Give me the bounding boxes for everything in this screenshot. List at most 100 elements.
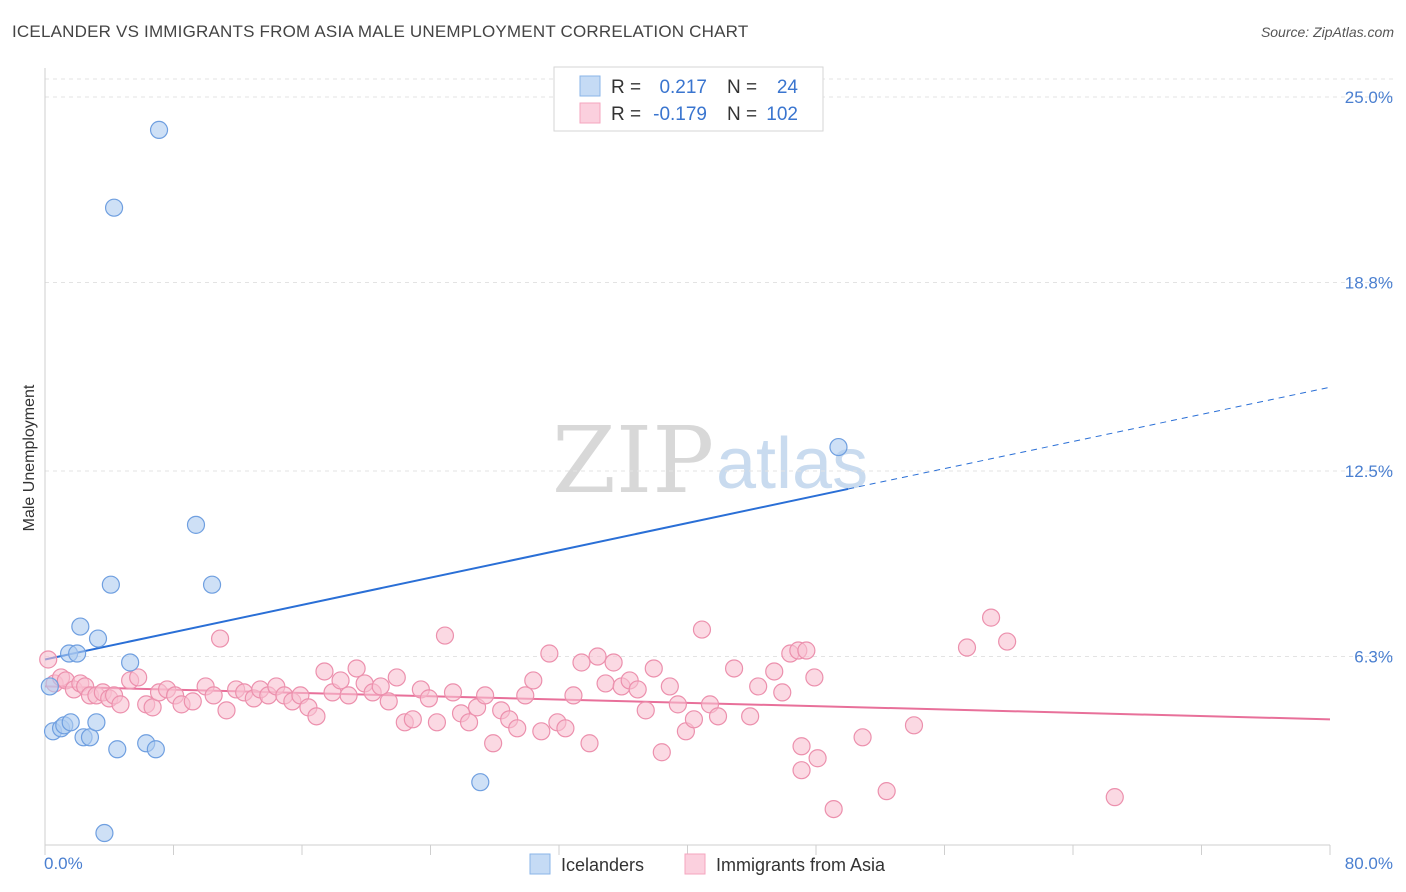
data-point-immigrants (484, 734, 503, 753)
legend-swatch-icelanders (579, 75, 601, 97)
data-point-immigrants (588, 647, 607, 666)
data-point-immigrants (508, 719, 527, 738)
data-point-immigrants (516, 686, 535, 705)
data-point-immigrants (749, 677, 768, 696)
data-point-immigrants (572, 653, 591, 672)
data-point-icelanders (146, 740, 165, 759)
bottom-legend-swatch-icelanders (529, 853, 551, 875)
data-point-immigrants (1105, 788, 1124, 807)
data-point-icelanders (68, 644, 87, 663)
data-point-immigrants (741, 707, 760, 726)
correlation-legend: R = 0.217 N = 24 R = -0.179 N = 102 (553, 66, 824, 132)
x-tick-label-min: 0.0% (44, 854, 83, 873)
legend-r-value-icelanders: 0.217 (659, 77, 707, 98)
bottom-legend-swatch-immigrants (684, 853, 706, 875)
data-point-immigrants (443, 683, 463, 702)
data-point-immigrants (403, 710, 422, 729)
data-point-immigrants (596, 674, 615, 693)
data-point-icelanders (149, 120, 169, 140)
legend-swatch-immigrants (579, 102, 601, 124)
trend-line-icelanders (44, 487, 849, 661)
y-tick-label: 6.3% (1354, 648, 1393, 667)
data-point-immigrants (143, 698, 162, 717)
data-point-immigrants (556, 719, 575, 738)
data-point-immigrants (684, 710, 704, 729)
y-axis-title: Male Unemployment (21, 384, 38, 531)
data-point-icelanders (108, 740, 127, 759)
data-point-immigrants (652, 743, 671, 762)
data-point-immigrants (628, 680, 647, 699)
data-point-immigrants (708, 707, 728, 726)
data-point-immigrants (204, 686, 223, 705)
y-tick-label: 25.0% (1345, 88, 1393, 107)
data-point-immigrants (111, 695, 130, 714)
data-point-immigrants (129, 668, 148, 687)
data-point-immigrants (604, 653, 623, 672)
data-point-immigrants (564, 686, 583, 705)
data-point-immigrants (339, 686, 358, 705)
data-point-immigrants (904, 716, 924, 735)
data-point-icelanders (61, 713, 80, 732)
data-point-icelanders (71, 617, 90, 636)
data-point-immigrants (540, 644, 559, 663)
chart-title: ICELANDER VS IMMIGRANTS FROM ASIA MALE U… (12, 22, 749, 41)
data-point-icelanders (101, 575, 120, 594)
data-point-immigrants (476, 686, 495, 705)
watermark-zip: ZIP (552, 407, 714, 514)
data-point-immigrants (331, 671, 350, 690)
data-point-immigrants (644, 659, 663, 678)
data-point-immigrants (427, 713, 447, 732)
data-point-icelanders (40, 677, 59, 696)
data-point-immigrants (797, 641, 816, 660)
watermark-atlas: atlas (716, 424, 868, 504)
legend-n-value-immigrants: 102 (766, 104, 798, 125)
data-point-immigrants (692, 620, 712, 639)
data-point-immigrants (379, 692, 398, 711)
legend-n-label-immigrants: N = (727, 104, 757, 125)
data-point-immigrants (532, 722, 551, 741)
data-point-icelanders (829, 437, 848, 457)
data-point-immigrants (39, 650, 58, 669)
data-point-immigrants (957, 638, 977, 657)
legend-r-label-icelanders: R = (611, 77, 641, 98)
data-point-icelanders (121, 653, 140, 672)
legend-r-value-immigrants: -0.179 (653, 104, 707, 125)
data-point-immigrants (660, 677, 679, 696)
bottom-legend-label-icelanders: Icelanders (561, 855, 644, 875)
legend-n-label-icelanders: N = (727, 77, 757, 98)
data-point-immigrants (998, 632, 1017, 651)
bottom-legend-label-immigrants: Immigrants from Asia (716, 855, 886, 875)
data-point-icelanders (95, 823, 114, 843)
data-point-immigrants (307, 707, 326, 726)
data-point-immigrants (459, 713, 479, 732)
data-point-immigrants (808, 749, 827, 768)
data-point-immigrants (668, 695, 687, 714)
data-point-immigrants (371, 677, 390, 696)
data-point-immigrants (580, 734, 599, 753)
data-point-icelanders (104, 198, 124, 217)
gridlines (45, 78, 1393, 658)
data-point-immigrants (805, 668, 824, 687)
data-point-immigrants (773, 683, 792, 702)
data-point-immigrants (183, 692, 202, 711)
series-legend: Icelanders Immigrants from Asia (529, 853, 886, 875)
legend-n-value-icelanders: 24 (777, 77, 799, 98)
y-tick-label: 12.5% (1345, 462, 1393, 481)
data-point-icelanders (88, 629, 108, 648)
data-point-icelanders (80, 728, 100, 747)
y-tick-label: 18.8% (1345, 274, 1393, 293)
series-icelanders (40, 120, 848, 843)
data-point-immigrants (981, 608, 1001, 627)
data-point-icelanders (87, 713, 106, 732)
data-point-immigrants (724, 659, 744, 678)
data-point-immigrants (824, 799, 843, 819)
data-point-immigrants (210, 629, 230, 648)
data-point-icelanders (202, 575, 222, 594)
data-point-immigrants (419, 689, 438, 708)
source-credit: Source: ZipAtlas.com (1260, 24, 1394, 40)
data-point-icelanders (186, 515, 206, 534)
data-point-immigrants (792, 761, 811, 780)
data-point-icelanders (471, 773, 490, 792)
axes (44, 68, 1331, 855)
